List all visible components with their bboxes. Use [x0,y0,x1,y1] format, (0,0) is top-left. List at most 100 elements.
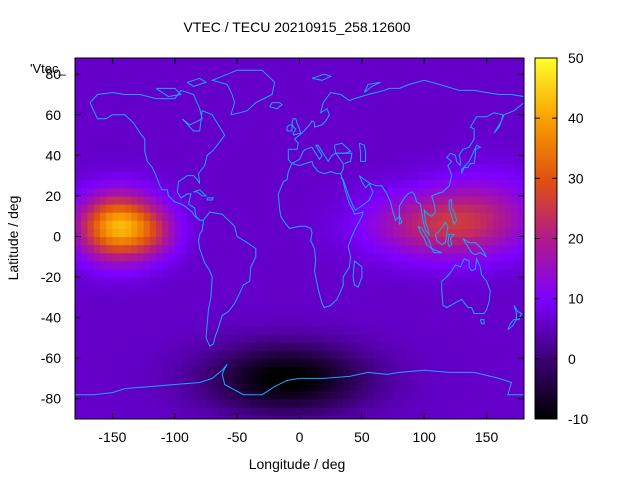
heatmap-cell [93,82,101,92]
heatmap-cell [87,187,95,197]
heatmap-cell [393,268,400,278]
heatmap-cell [511,341,519,351]
heatmap-cell [268,317,276,327]
heatmap-cell [499,98,506,108]
heatmap-cell [361,358,369,367]
heatmap-cell [305,260,313,270]
heatmap-cell [212,350,220,359]
heatmap-cell [349,171,357,181]
heatmap-cell [393,252,400,262]
heatmap-cell [449,350,457,359]
heatmap-cell [355,406,363,416]
heatmap-cell [287,309,294,319]
heatmap-cell [112,139,120,148]
heatmap-cell [380,147,388,156]
heatmap-cell [436,66,444,75]
heatmap-cell [399,163,407,173]
heatmap-cell [517,398,524,408]
heatmap-cell [299,212,307,221]
heatmap-cell [374,171,382,181]
heatmap-cell [424,122,432,132]
heatmap-cell [430,98,438,108]
heatmap-cell [149,293,157,302]
heatmap-cell [517,220,524,229]
heatmap-cell [318,350,326,359]
heatmap-cell [467,147,475,156]
heatmap-cell [380,358,388,367]
heatmap-cell [199,374,207,384]
heatmap-cell [137,98,145,108]
heatmap-cell [224,163,232,173]
heatmap-cell [461,406,469,416]
heatmap-cell [386,325,394,335]
heatmap-cell [380,228,388,238]
heatmap-cell [374,187,382,197]
heatmap-cell [399,90,407,100]
heatmap-cell [361,382,369,392]
heatmap-cell [149,301,157,311]
heatmap-cell [405,374,413,384]
heatmap-cell [137,285,145,294]
heatmap-cell [405,98,413,108]
heatmap-cell [124,252,132,262]
heatmap-cell [405,260,413,270]
heatmap-cell [249,82,257,92]
heatmap-cell [156,317,163,327]
heatmap-cell [517,366,524,375]
heatmap-cell [212,285,220,294]
heatmap-cell [386,244,394,254]
heatmap-cell [75,293,82,302]
heatmap-cell [162,236,170,246]
heatmap-cell [255,147,263,156]
colorbar-tick-label: 0 [568,351,576,367]
heatmap-cell [461,98,469,108]
heatmap-cell [411,163,419,173]
heatmap-cell [324,236,332,246]
heatmap-cell [280,341,288,351]
heatmap-cell [249,187,257,197]
heatmap-cell [305,212,313,221]
coastline-segment [479,319,485,325]
heatmap-cell [411,187,419,197]
heatmap-cell [237,374,244,384]
heatmap-cell [368,155,375,165]
heatmap-cell [106,406,114,416]
heatmap-cell [455,398,463,408]
heatmap-cell [199,212,207,221]
heatmap-cell [75,122,82,132]
heatmap-cell [237,236,244,246]
heatmap-cell [293,58,301,67]
heatmap-cell [349,333,357,343]
heatmap-cell [218,325,226,335]
heatmap-cell [474,90,481,100]
heatmap-cell [106,366,114,375]
heatmap-cell [280,293,288,302]
heatmap-cell [305,106,313,116]
heatmap-cell [517,212,524,221]
heatmap-cell [174,82,182,92]
heatmap-cell [449,139,457,148]
heatmap-cell [386,293,394,302]
heatmap-cell [436,260,444,270]
heatmap-cell [499,333,506,343]
heatmap-cell [361,260,369,270]
heatmap-cell [137,58,145,67]
heatmap-cell [486,171,494,181]
heatmap-cell [405,341,413,351]
heatmap-cell [299,114,307,124]
heatmap-cell [380,195,388,205]
heatmap-cell [280,244,288,254]
heatmap-cell [243,268,251,278]
heatmap-cell [393,406,400,416]
heatmap-cell [112,131,120,140]
heatmap-cell [399,252,407,262]
heatmap-cell [467,220,475,229]
heatmap-cell [467,252,475,262]
heatmap-cell [517,74,524,83]
heatmap-cell [218,414,226,419]
heatmap-cell [455,301,463,311]
heatmap-cell [399,171,407,181]
heatmap-cell [81,212,89,221]
heatmap-cell [81,106,89,116]
heatmap-cell [386,333,394,343]
